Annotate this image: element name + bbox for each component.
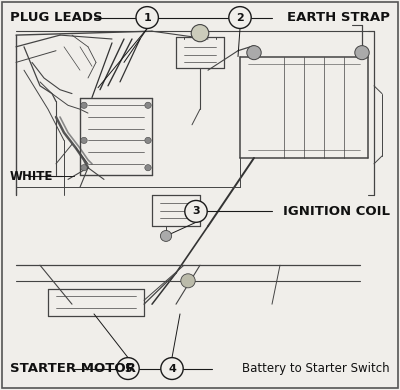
Circle shape	[185, 200, 207, 222]
Circle shape	[145, 165, 151, 171]
Text: EARTH STRAP: EARTH STRAP	[287, 11, 390, 24]
Circle shape	[81, 102, 87, 108]
Text: 1: 1	[143, 12, 151, 23]
Circle shape	[355, 46, 369, 60]
Circle shape	[247, 46, 261, 60]
Text: Battery to Starter Switch: Battery to Starter Switch	[242, 362, 390, 375]
Circle shape	[117, 358, 139, 379]
Circle shape	[145, 102, 151, 108]
Circle shape	[191, 25, 209, 42]
Text: PLUG LEADS: PLUG LEADS	[10, 11, 103, 24]
Circle shape	[181, 274, 195, 288]
Text: 5: 5	[124, 363, 132, 374]
Circle shape	[145, 137, 151, 144]
Circle shape	[136, 7, 158, 28]
Text: IGNITION COIL: IGNITION COIL	[283, 205, 390, 218]
Text: 4: 4	[168, 363, 176, 374]
Text: 3: 3	[192, 206, 200, 216]
Circle shape	[161, 358, 183, 379]
Text: STARTER MOTOR: STARTER MOTOR	[10, 362, 136, 375]
Circle shape	[229, 7, 251, 28]
Text: 2: 2	[236, 12, 244, 23]
Text: WHITE: WHITE	[10, 170, 53, 183]
Circle shape	[81, 165, 87, 171]
Circle shape	[160, 230, 172, 241]
Circle shape	[81, 137, 87, 144]
